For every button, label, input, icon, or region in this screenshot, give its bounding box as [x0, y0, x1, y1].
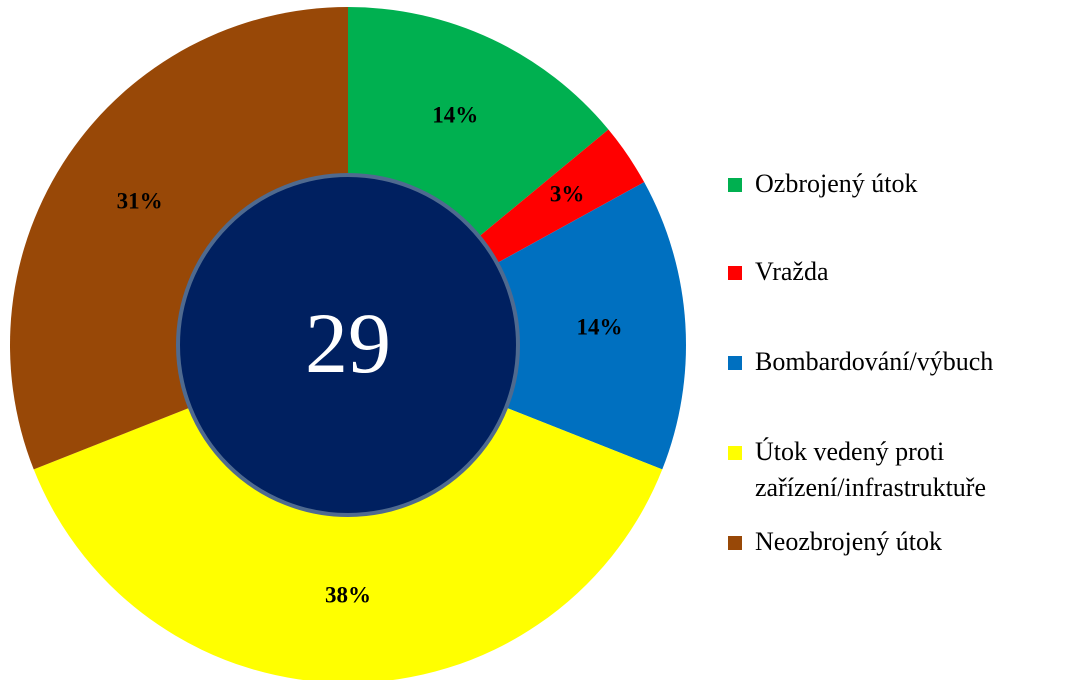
legend-label: Ozbrojený útok — [755, 169, 918, 198]
value-label: 3% — [550, 181, 585, 206]
legend-item: Neozbrojený útok — [728, 524, 1048, 560]
legend-swatch — [728, 446, 742, 460]
legend-item: Útok vedený proti zařízení/infrastruktuř… — [728, 434, 1048, 506]
value-label: 31% — [117, 189, 163, 214]
center-circle — [176, 173, 520, 517]
legend-item: Ozbrojený útok — [728, 166, 1048, 202]
legend-swatch — [728, 266, 742, 280]
legend-label: Neozbrojený útok — [755, 527, 943, 556]
legend-label: Útok vedený proti zařízení/infrastruktuř… — [755, 437, 986, 502]
center-label: 29 — [305, 295, 391, 391]
legend-swatch — [728, 356, 742, 370]
value-label: 38% — [325, 582, 371, 607]
legend-item: Vražda — [728, 254, 1048, 290]
legend-swatch — [728, 178, 742, 192]
legend-label: Vražda — [755, 257, 829, 286]
value-label: 14% — [577, 314, 623, 339]
legend-label: Bombardování/výbuch — [755, 347, 994, 376]
value-label: 14% — [432, 102, 478, 127]
legend-swatch — [728, 536, 742, 550]
legend-item: Bombardování/výbuch — [728, 344, 1048, 380]
